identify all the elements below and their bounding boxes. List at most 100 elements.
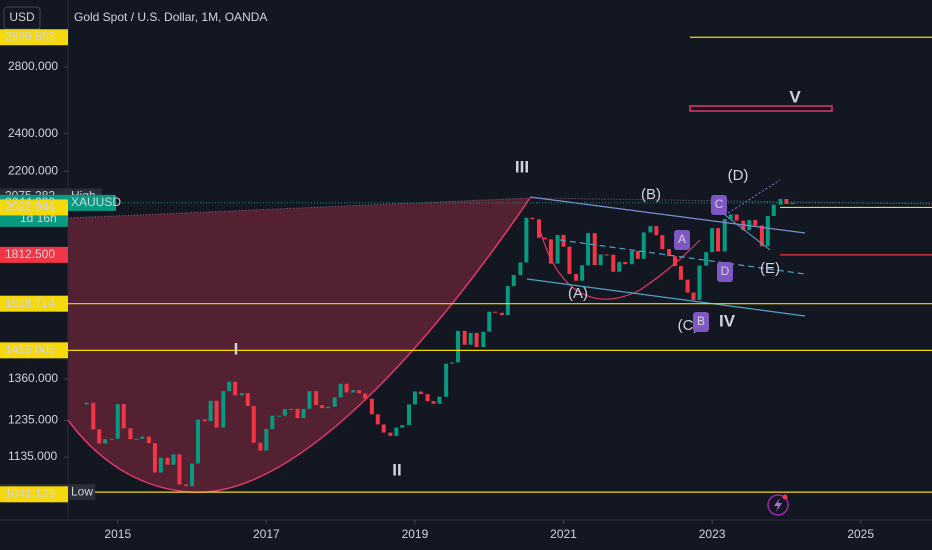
currency-box[interactable] — [3, 6, 41, 30]
candle-body — [251, 406, 256, 443]
candle-body — [548, 239, 553, 264]
y-tick-label: 2800.000 — [8, 59, 58, 73]
candle-body — [747, 219, 752, 231]
candle-body — [326, 406, 331, 409]
candle-body — [487, 311, 492, 332]
candle-body — [753, 219, 758, 226]
candle-body — [790, 202, 795, 205]
candle-body — [641, 232, 646, 259]
candle-body — [158, 457, 163, 473]
candle-body — [258, 442, 263, 451]
candle-body — [635, 250, 640, 259]
candle-body — [239, 393, 244, 396]
wave-label: V — [789, 87, 801, 106]
candle-body — [778, 198, 783, 205]
candle-body — [611, 254, 616, 272]
trendline — [724, 214, 771, 251]
candle-body — [450, 362, 455, 364]
candle-body — [221, 391, 226, 428]
candle-body — [518, 262, 523, 275]
candle-body — [499, 312, 504, 315]
candle-body — [537, 219, 542, 238]
candle-body — [468, 332, 473, 345]
candle-body — [771, 204, 776, 217]
candle-body — [351, 390, 356, 393]
price-label: 1812.500 — [5, 247, 55, 261]
candle-body — [165, 457, 170, 465]
candle-body — [444, 363, 449, 397]
candle-body — [146, 436, 151, 444]
wave-label: II — [392, 460, 401, 479]
candle-body — [524, 217, 529, 263]
candle-body — [196, 419, 201, 464]
price-label: 2999.865 — [5, 29, 55, 43]
candle-body — [697, 265, 702, 300]
x-tick-label: 2023 — [699, 527, 726, 541]
candle-body — [184, 484, 189, 487]
candle-body — [307, 391, 312, 409]
candle-body — [344, 383, 349, 393]
candle-body — [493, 311, 498, 313]
candle-body — [716, 228, 721, 252]
price-label-box — [0, 486, 68, 503]
candle-body — [121, 404, 126, 429]
wave-label: (E) — [760, 260, 780, 277]
wave-label: (D) — [728, 167, 749, 184]
candle-body — [338, 383, 343, 398]
target-zone — [689, 105, 833, 112]
candle-body — [233, 381, 238, 396]
candle-body — [710, 228, 715, 253]
candle-body — [704, 252, 709, 266]
wave-label: (A) — [568, 285, 588, 302]
candle-body — [418, 391, 423, 395]
candle-body — [208, 400, 213, 422]
candle-body — [400, 425, 405, 428]
candle-body — [363, 393, 368, 399]
price-label: 2022.944 — [5, 200, 55, 214]
cup-arc — [67, 197, 531, 493]
candle-body — [574, 273, 579, 281]
candle-body — [437, 396, 442, 404]
price-label-box — [0, 199, 68, 216]
candle-body — [728, 214, 733, 220]
candle-body — [288, 408, 293, 410]
candle-body — [388, 432, 393, 436]
candle-body — [301, 408, 306, 419]
trendline — [724, 179, 781, 216]
x-tick-label: 2025 — [847, 527, 874, 541]
price-label-box — [0, 342, 68, 359]
candle-body — [505, 286, 510, 315]
candle-body — [152, 443, 157, 473]
y-tick-label: 1360.000 — [8, 371, 58, 385]
candle-body — [617, 261, 622, 272]
x-tick-label: 2019 — [402, 527, 429, 541]
chart-title: Gold Spot / U.S. Dollar, 1M, OANDA — [74, 10, 267, 24]
x-tick-label: 2017 — [253, 527, 280, 541]
candle-body — [115, 404, 120, 439]
candle-body — [722, 219, 727, 252]
price-label-box — [0, 295, 68, 312]
lightning-icon[interactable] — [767, 494, 789, 516]
price-name: Low — [71, 484, 93, 498]
y-tick-label: 1135.000 — [8, 449, 57, 463]
candle-body — [406, 404, 411, 426]
lightning-glyph — [774, 498, 782, 512]
trendline — [526, 278, 806, 317]
candle-body — [672, 256, 677, 267]
candle-body — [202, 419, 207, 422]
candle-body — [332, 397, 337, 407]
candle-body — [177, 454, 182, 485]
price-name: XAUUSD — [71, 195, 121, 209]
currency: USD — [9, 10, 35, 24]
price-name-box — [68, 484, 95, 501]
candle-body — [84, 402, 89, 405]
candle-body — [134, 438, 139, 440]
wave-label: (B) — [641, 186, 661, 203]
candle-body — [734, 214, 739, 221]
cup-area — [68, 198, 530, 493]
candle-body — [140, 436, 145, 439]
candle-body — [320, 405, 325, 409]
wave-box — [693, 312, 709, 332]
candle-body — [598, 254, 603, 266]
candle-body — [109, 438, 114, 440]
